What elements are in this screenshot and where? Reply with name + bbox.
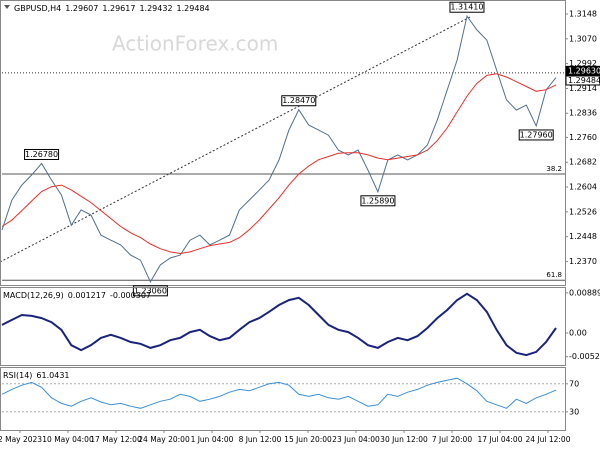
y-tick-label: 0.00	[569, 328, 587, 337]
annotation-box	[360, 195, 396, 207]
x-tick-label: 24 May 20:00	[138, 435, 190, 444]
y-tick-label: 1.2370	[569, 257, 597, 266]
y-tick-label: 1.2604	[569, 183, 597, 192]
series-line	[1, 377, 557, 409]
y-tick-label: 1.2682	[569, 158, 597, 167]
header-value: 1.29607	[65, 4, 98, 13]
title: GBPUSD,H4	[14, 4, 61, 13]
annotation-box	[132, 285, 168, 297]
annotation-label: 1.28470	[282, 96, 315, 105]
annotation-label: 1.26780	[25, 150, 58, 159]
annotation-box	[449, 1, 485, 13]
annotation-label: 1.23060	[134, 286, 167, 295]
series-line	[1, 73, 557, 255]
header-value: -0.000307	[110, 291, 151, 300]
panel-frame	[0, 0, 566, 286]
y-tick-label: 1.2914	[569, 84, 597, 93]
x-tick-label: 24 Jul 12:00	[526, 435, 571, 444]
x-tick-label: 17 Jul 04:00	[478, 435, 523, 444]
annotation-box	[281, 95, 317, 107]
y-tick-label: 0.008894	[569, 288, 600, 297]
panel-frame	[0, 367, 566, 431]
annotation-label: 1.31410	[450, 3, 483, 12]
y-tick-label: 1.2992	[569, 59, 597, 68]
panel-title: RSI(14) 61.0431	[3, 371, 70, 380]
x-tick-label: 10 May 04:00	[42, 435, 94, 444]
panel-title: MACD(12,26,9) 0.001217 -0.000307	[3, 291, 151, 300]
x-tick-label: 8 Jun 12:00	[239, 435, 282, 444]
x-tick-label: 15 Jun 20:00	[284, 435, 332, 444]
panel-title: GBPUSD,H4 1.29607 1.29617 1.29432 1.29484	[14, 4, 210, 13]
header-value: 1.29432	[139, 4, 172, 13]
annotation-label: 1.25890	[361, 196, 394, 205]
price-box	[565, 65, 600, 76]
panel-frame	[0, 287, 566, 366]
title: RSI(14)	[3, 371, 32, 380]
title: MACD(12,26,9)	[3, 291, 64, 300]
header-value: 0.001217	[68, 291, 106, 300]
price-label: 1.29630	[568, 66, 600, 75]
header-value: 1.29617	[102, 4, 135, 13]
y-tick-label: 1.2760	[569, 133, 597, 142]
header-value: 1.29484	[177, 4, 210, 13]
x-tick-label: 7 Jul 20:00	[432, 435, 472, 444]
price-label: 1.29484	[568, 76, 600, 85]
fib-label: 38.2	[546, 165, 562, 173]
series-line	[1, 292, 557, 357]
y-tick-label: 1.2448	[569, 232, 597, 241]
y-tick-label: 1.3148	[569, 9, 597, 18]
price-box	[565, 75, 600, 86]
x-tick-label: 23 Jun 04:00	[332, 435, 380, 444]
x-tick-label: 30 Jun 12:00	[380, 435, 428, 444]
y-tick-label: 30	[569, 407, 579, 416]
annotation-box	[518, 129, 554, 141]
y-tick-label: 1.2526	[569, 207, 597, 216]
x-tick-label: 1 Jun 04:00	[191, 435, 234, 444]
y-tick-label: 1.2836	[569, 109, 597, 118]
annotation-box	[24, 148, 60, 160]
y-tick-label: 1.3070	[569, 34, 597, 43]
trend-line	[0, 16, 471, 263]
symbol-icon	[4, 5, 10, 9]
fib-label: 61.8	[546, 271, 562, 279]
x-tick-label: 2 May 2023	[0, 435, 42, 444]
annotation-label: 1.27960	[520, 130, 553, 139]
header-value: 61.0431	[36, 371, 69, 380]
y-tick-label: 70	[569, 379, 579, 388]
series-line	[1, 15, 557, 283]
watermark: ActionForex.com	[112, 32, 278, 56]
y-tick-label: -0.005252	[569, 352, 600, 361]
x-tick-label: 17 May 12:00	[90, 435, 142, 444]
